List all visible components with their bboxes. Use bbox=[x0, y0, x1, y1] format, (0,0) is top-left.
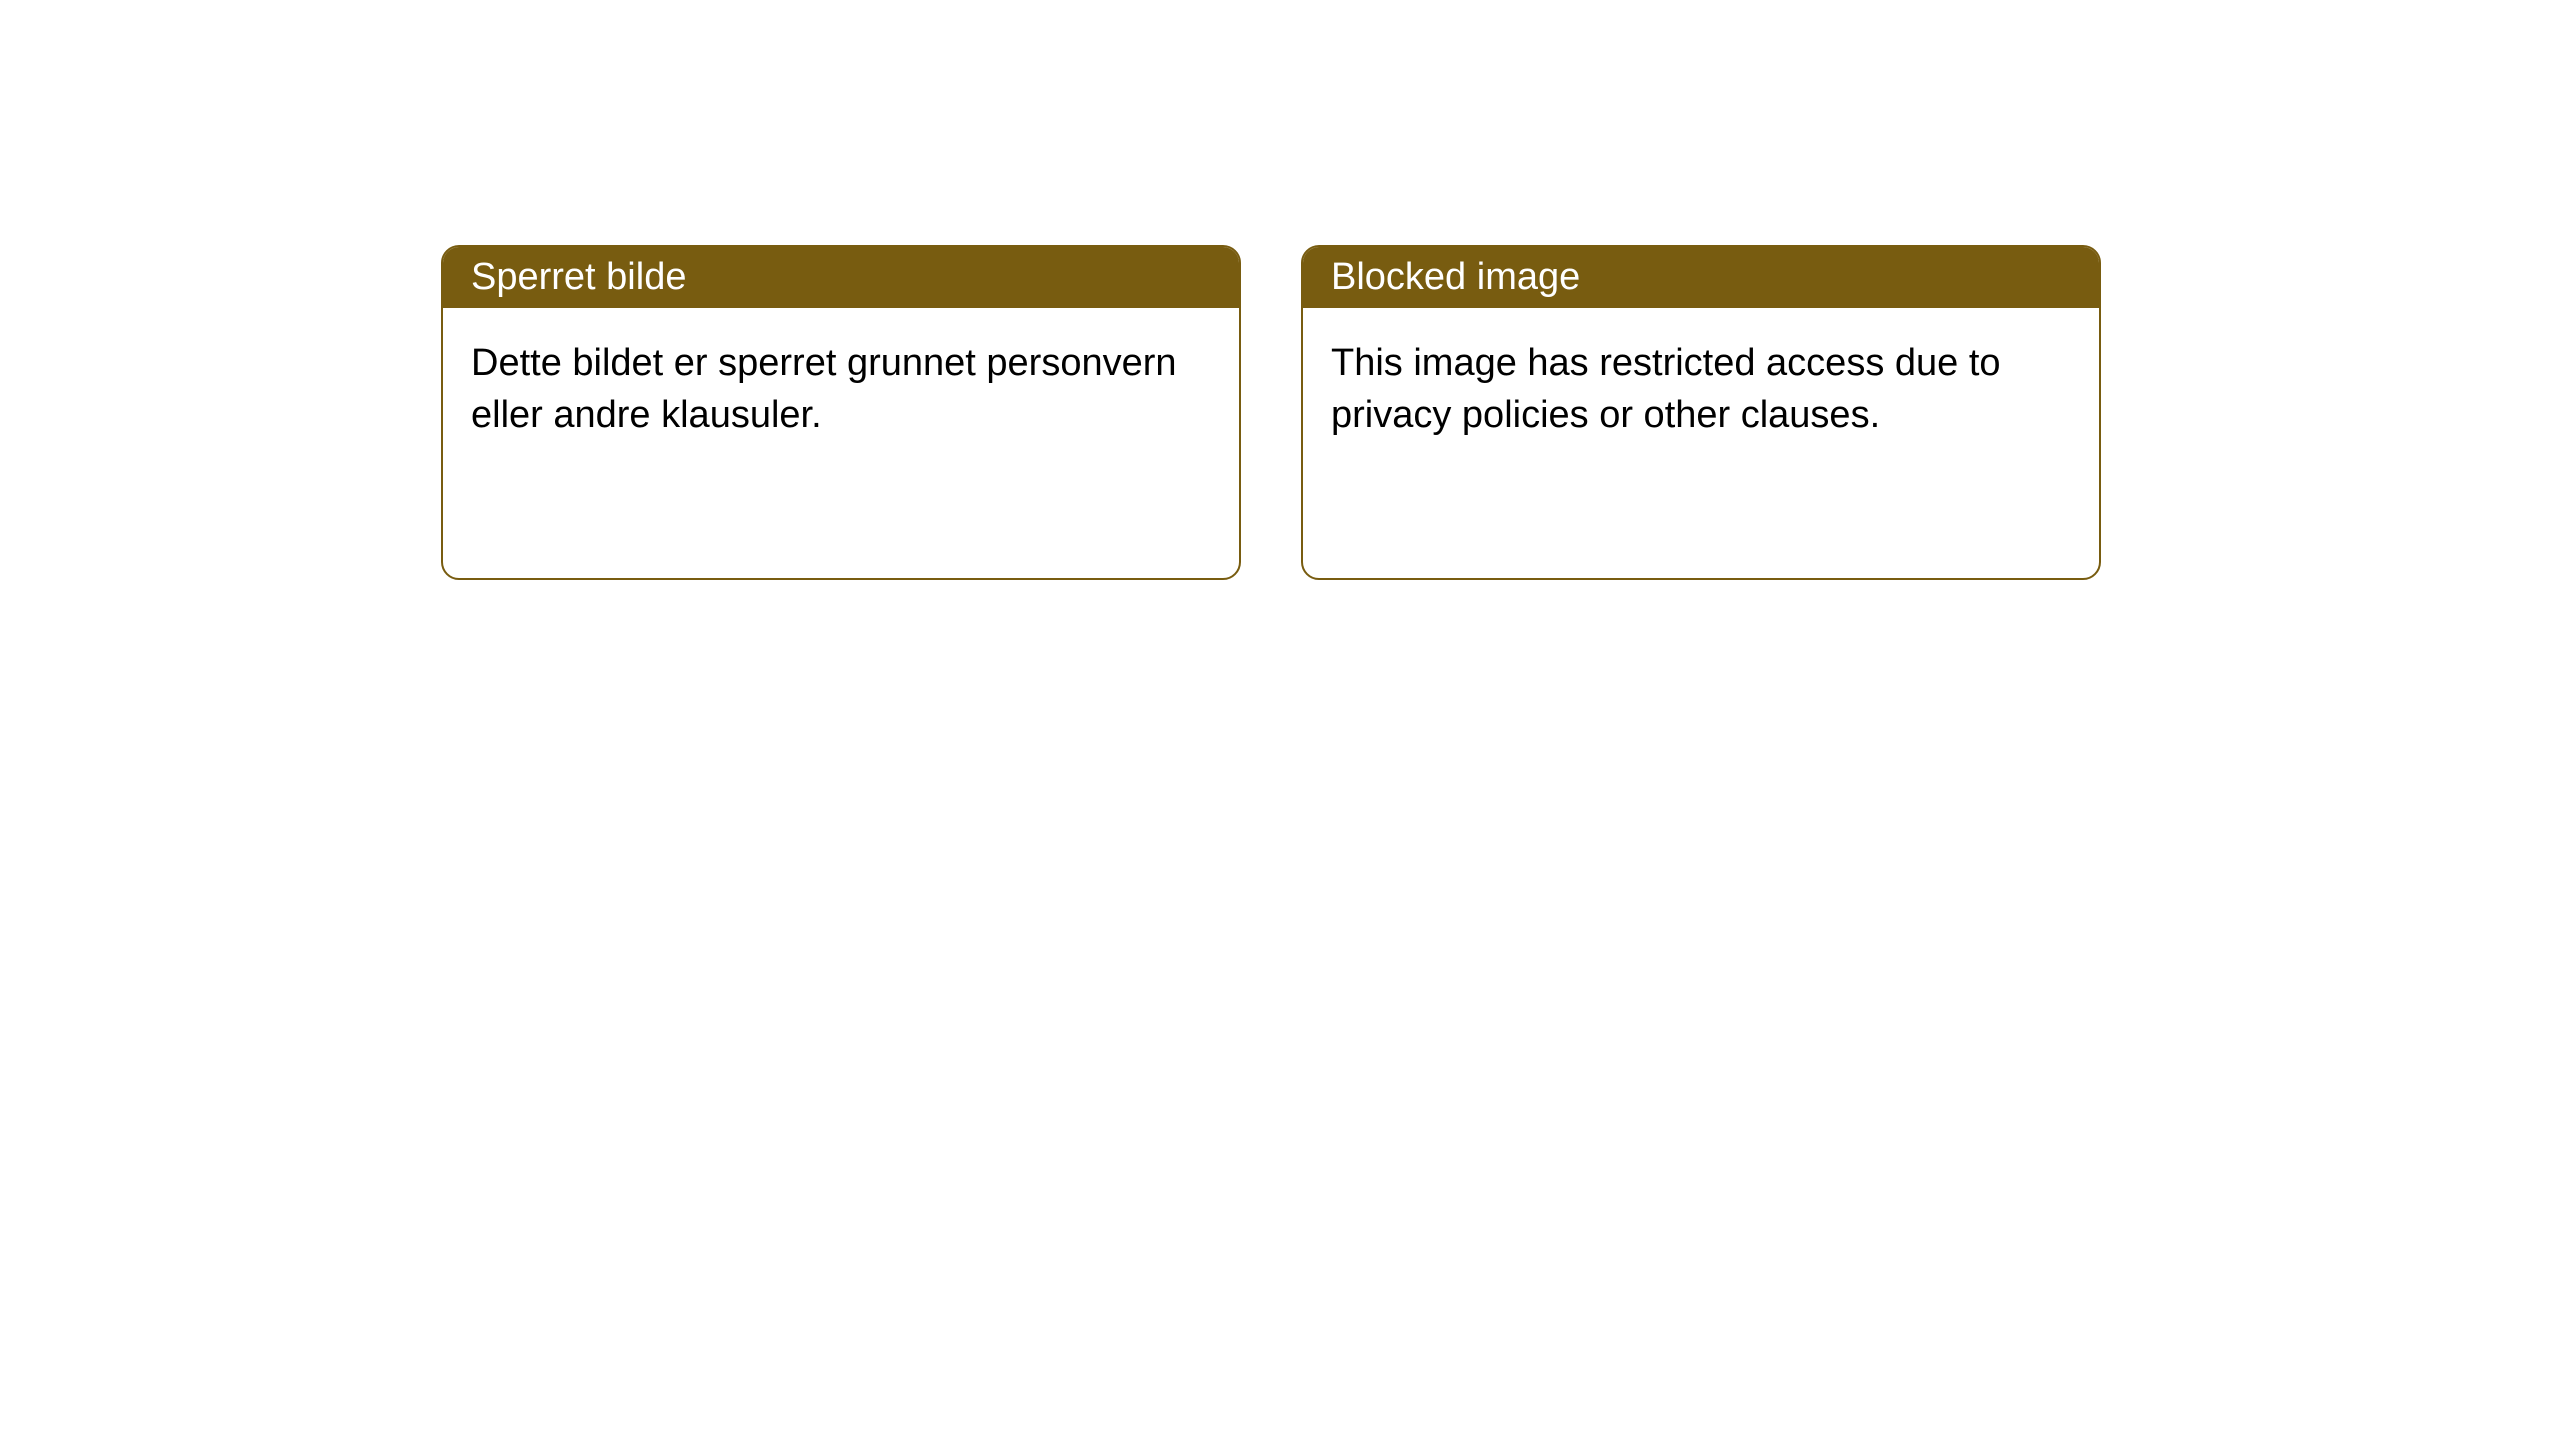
notice-cards-container: Sperret bilde Dette bildet er sperret gr… bbox=[441, 245, 2101, 580]
notice-card-norwegian: Sperret bilde Dette bildet er sperret gr… bbox=[441, 245, 1241, 580]
card-header-english: Blocked image bbox=[1303, 247, 2099, 308]
card-body-english: This image has restricted access due to … bbox=[1303, 308, 2099, 471]
card-body-norwegian: Dette bildet er sperret grunnet personve… bbox=[443, 308, 1239, 471]
card-header-norwegian: Sperret bilde bbox=[443, 247, 1239, 308]
notice-card-english: Blocked image This image has restricted … bbox=[1301, 245, 2101, 580]
